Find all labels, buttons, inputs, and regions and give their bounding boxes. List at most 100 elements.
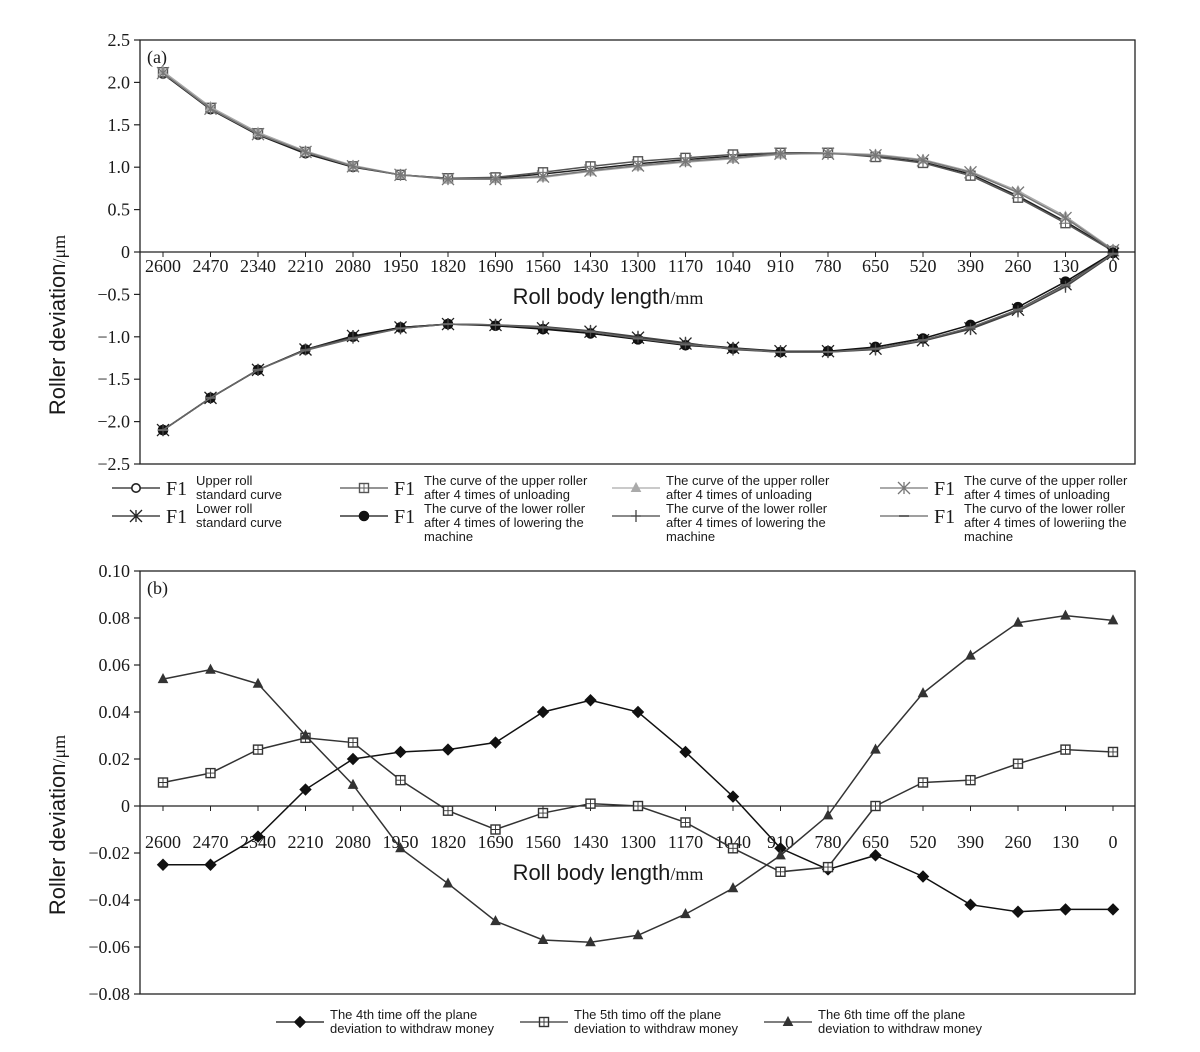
data-point-cross [966,775,975,785]
data-point [441,172,455,186]
data-point [916,870,930,883]
panel-label: (b) [147,578,168,599]
data-point [869,849,882,862]
legend-label: after 4 times of lowering the [424,515,584,530]
data-point [156,66,170,80]
legend-id: F1 [394,506,415,528]
x-tick-label: 1170 [668,256,703,276]
data-point [821,147,835,161]
data-point [727,882,739,893]
x-tick-label: 2470 [193,832,229,852]
legend-label: deviation to withdraw money [330,1021,495,1036]
x-tick-label: 1820 [430,256,466,276]
data-point [537,933,549,944]
data-point [347,778,359,789]
legend-swatch-marker [131,482,142,493]
series-3 [157,609,1119,947]
y-tick-label: 0.5 [108,200,131,220]
y-tick-label: 0.08 [99,608,131,628]
data-point [1107,614,1119,625]
data-point [252,677,264,688]
legend-label: after 4 times of unloading [666,487,812,502]
x-tick-label: 2080 [335,832,371,852]
y-tick-label: 0 [121,242,130,262]
x-tick-label: 1040 [715,832,751,852]
x-tick-label: 260 [1005,832,1032,852]
data-point [156,858,170,871]
data-point-cross [871,801,880,811]
legend-label: after 4 times of lowering the [666,515,826,530]
x-axis-title-unit: /mm [670,864,703,884]
legend-label: standard curve [196,487,282,502]
y-tick-label: 0.10 [99,561,131,581]
x-tick-label: 390 [957,832,984,852]
x-tick-label: 910 [767,256,794,276]
legend-id: F1 [166,506,187,528]
y-tick-label: −2.5 [97,454,130,474]
x-tick-label: 2600 [145,256,181,276]
data-point [1059,903,1072,916]
y-tick-label: 0 [121,796,130,816]
legend-label: machine [666,529,715,544]
x-tick-label: 260 [1005,256,1032,276]
x-tick-label: 1560 [525,832,561,852]
legend-label: after 4 times of unloading [964,487,1110,502]
data-point [1060,609,1071,620]
legend-label: machine [964,529,1013,544]
data-point [774,147,787,161]
data-point [679,745,692,759]
y-tick-label: −2.0 [97,412,130,432]
x-tick-label: 2470 [193,256,229,276]
legend-swatch-marker [631,510,641,522]
legend-label: The curve of the lower roller [424,501,586,516]
series-2 [157,732,1119,877]
y-tick-label: 2.0 [108,72,131,92]
data-point [775,849,786,860]
data-point-cross [633,801,643,811]
data-point-cross [158,778,168,787]
x-axis-title-unit: /mm [670,288,703,308]
data-point [346,752,360,766]
x-tick-label: 0 [1109,832,1118,852]
legend-swatch-marker [630,481,642,492]
x-tick-label: 130 [1052,832,1079,852]
data-point-cross [538,808,548,818]
data-point [726,790,740,803]
x-axis-title-text: Roll body length [513,284,671,309]
legend-swatch-marker [897,481,911,495]
y-tick-label: −0.02 [88,843,130,863]
legend-label: The 4th time off the plane [330,1007,477,1022]
panel-a: 2.52.01.51.00.50−0.5−1.0−1.5−2.0−2.52600… [97,30,1136,474]
x-tick-label: 390 [957,256,984,276]
y-tick-label: −0.5 [97,284,130,304]
data-point [536,170,550,183]
legend-label: standard curve [196,515,282,530]
x-tick-label: 1820 [430,832,466,852]
x-tick-label: 1430 [573,256,609,276]
data-point [584,164,597,178]
data-point-cross [253,745,263,755]
data-point [726,151,740,165]
x-tick-label: 650 [862,832,889,852]
x-axis-title: Roll body length/mm [513,860,704,885]
data-point [442,877,454,888]
legend-label: deviation to withdraw money [818,1021,983,1036]
data-point-cross [681,817,690,827]
y-tick-label: −0.08 [88,984,130,1004]
data-point [157,673,169,684]
legend-swatch-marker-cross [539,1017,549,1027]
y-tick-label: 2.5 [108,30,131,50]
data-point [1059,211,1072,225]
x-tick-label: 650 [862,256,889,276]
panel-b: 0.10 0.08 0.06 0.04 0.02 0 −0.02 −0.04 −0.06 −0.0… [88,561,1136,1004]
data-point [1011,186,1025,200]
data-point [204,858,217,871]
data-point-cross [491,825,500,834]
legend-swatch-marker [782,1015,794,1026]
legend-label: The 5th timo off the plane [574,1007,721,1022]
